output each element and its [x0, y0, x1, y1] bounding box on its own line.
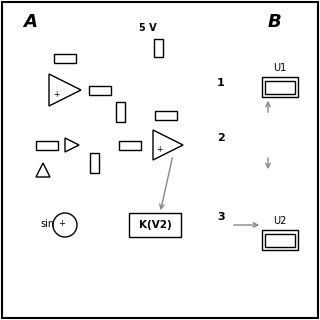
- Text: 3: 3: [217, 212, 225, 222]
- Text: +: +: [156, 145, 163, 154]
- Bar: [116, 102, 124, 122]
- Bar: [54, 53, 76, 62]
- Text: U2: U2: [273, 216, 287, 226]
- Bar: [119, 140, 141, 149]
- Bar: [154, 39, 163, 57]
- Text: 2: 2: [217, 133, 225, 143]
- Bar: [155, 110, 177, 119]
- Text: A: A: [23, 13, 37, 31]
- Text: 1: 1: [217, 78, 225, 88]
- Text: +: +: [59, 220, 65, 228]
- Bar: [265, 234, 295, 246]
- Bar: [262, 77, 298, 97]
- Text: U1: U1: [273, 63, 287, 73]
- Bar: [265, 81, 295, 93]
- Bar: [129, 213, 181, 237]
- Text: sin: sin: [40, 219, 54, 229]
- Text: 5 V: 5 V: [139, 23, 157, 33]
- Text: +: +: [53, 90, 60, 99]
- Text: B: B: [268, 13, 282, 31]
- Bar: [262, 230, 298, 250]
- Text: K(V2): K(V2): [139, 220, 172, 230]
- Bar: [89, 85, 111, 94]
- Bar: [90, 153, 99, 173]
- Bar: [36, 140, 58, 149]
